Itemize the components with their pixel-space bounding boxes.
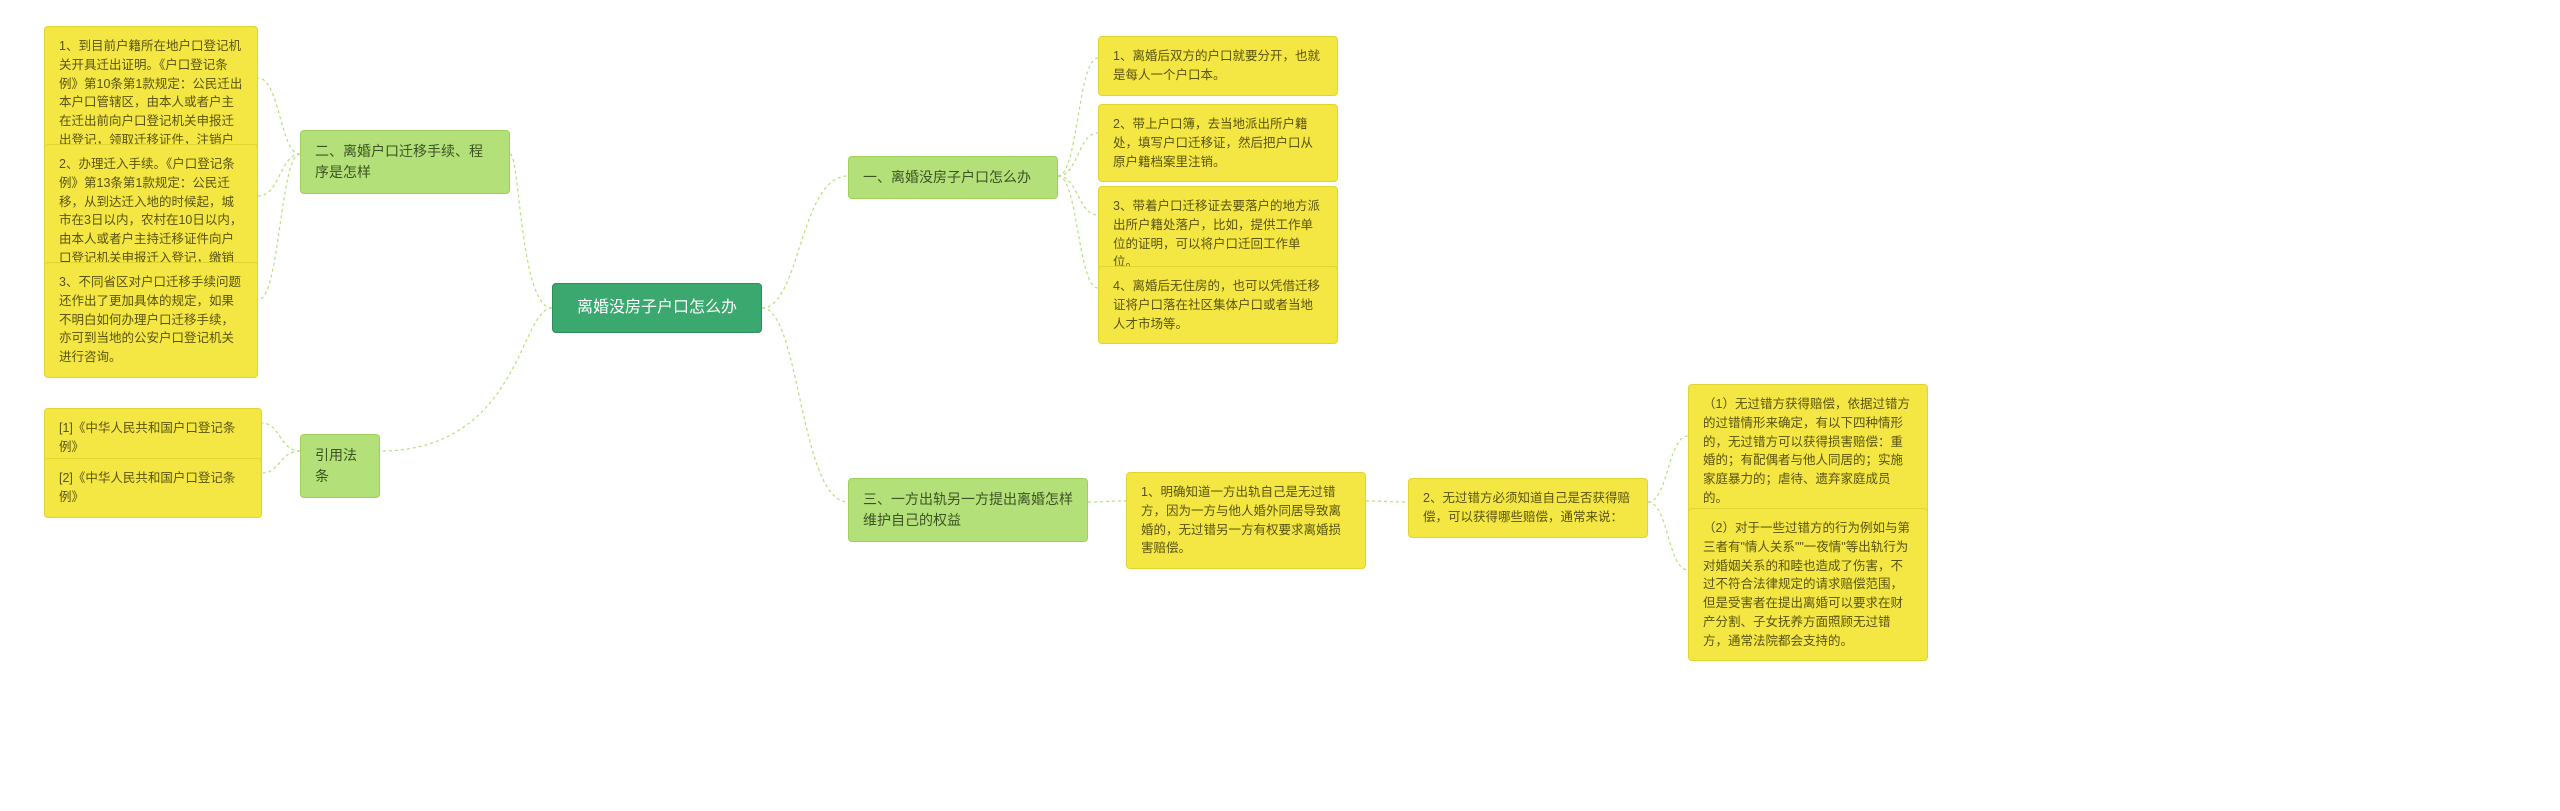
leaf-text: [2]《中华人民共和国户口登记条例》 xyxy=(59,471,235,504)
root-node[interactable]: 离婚没房子户口怎么办 xyxy=(552,283,762,333)
leaf-b1-3[interactable]: 4、离婚后无住房的，也可以凭借迁移证将户口落在社区集体户口或者当地人才市场等。 xyxy=(1098,266,1338,344)
branch-1-label: 一、离婚没房子户口怎么办 xyxy=(863,169,1031,185)
branch-4-label: 引用法条 xyxy=(315,447,357,484)
sub-b3-s1[interactable]: 2、无过错方必须知道自己是否获得赔偿，可以获得哪些赔偿，通常来说： xyxy=(1408,478,1648,538)
leaf-b4-1[interactable]: [2]《中华人民共和国户口登记条例》 xyxy=(44,458,262,518)
leaf-s1-1[interactable]: （2）对于一些过错方的行为例如与第三者有"情人关系""一夜情"等出轨行为对婚姻关… xyxy=(1688,508,1928,661)
branch-4[interactable]: 引用法条 xyxy=(300,434,380,498)
root-label: 离婚没房子户口怎么办 xyxy=(577,296,737,320)
leaf-text: [1]《中华人民共和国户口登记条例》 xyxy=(59,421,235,454)
leaf-b1-0[interactable]: 1、离婚后双方的户口就要分开，也就是每人一个户口本。 xyxy=(1098,36,1338,96)
leaf-text: 3、不同省区对户口迁移手续问题还作出了更加具体的规定，如果不明白如何办理户口迁移… xyxy=(59,275,241,364)
leaf-text: （2）对于一些过错方的行为例如与第三者有"情人关系""一夜情"等出轨行为对婚姻关… xyxy=(1703,521,1910,648)
branch-2[interactable]: 二、离婚户口迁移手续、程序是怎样 xyxy=(300,130,510,194)
leaf-text: 2、带上户口簿，去当地派出所户籍处，填写户口迁移证，然后把户口从原户籍档案里注销… xyxy=(1113,117,1313,169)
leaf-b2-2[interactable]: 3、不同省区对户口迁移手续问题还作出了更加具体的规定，如果不明白如何办理户口迁移… xyxy=(44,262,258,378)
leaf-text: 2、无过错方必须知道自己是否获得赔偿，可以获得哪些赔偿，通常来说： xyxy=(1423,491,1630,524)
leaf-text: 1、离婚后双方的户口就要分开，也就是每人一个户口本。 xyxy=(1113,49,1320,82)
leaf-text: 1、明确知道一方出轨自己是无过错方，因为一方与他人婚外同居导致离婚的，无过错另一… xyxy=(1141,485,1341,555)
leaf-text: 3、带着户口迁移证去要落户的地方派出所户籍处落户，比如，提供工作单位的证明，可以… xyxy=(1113,199,1320,269)
leaf-s1-0[interactable]: （1）无过错方获得赔偿，依据过错方的过错情形来确定，有以下四种情形的，无过错方可… xyxy=(1688,384,1928,519)
branch-2-label: 二、离婚户口迁移手续、程序是怎样 xyxy=(315,143,483,180)
branch-3-label: 三、一方出轨另一方提出离婚怎样维护自己的权益 xyxy=(863,491,1073,528)
branch-1[interactable]: 一、离婚没房子户口怎么办 xyxy=(848,156,1058,199)
leaf-text: （1）无过错方获得赔偿，依据过错方的过错情形来确定，有以下四种情形的，无过错方可… xyxy=(1703,397,1910,505)
leaf-b3-0[interactable]: 1、明确知道一方出轨自己是无过错方，因为一方与他人婚外同居导致离婚的，无过错另一… xyxy=(1126,472,1366,569)
branch-3[interactable]: 三、一方出轨另一方提出离婚怎样维护自己的权益 xyxy=(848,478,1088,542)
leaf-text: 4、离婚后无住房的，也可以凭借迁移证将户口落在社区集体户口或者当地人才市场等。 xyxy=(1113,279,1320,331)
leaf-b1-1[interactable]: 2、带上户口簿，去当地派出所户籍处，填写户口迁移证，然后把户口从原户籍档案里注销… xyxy=(1098,104,1338,182)
